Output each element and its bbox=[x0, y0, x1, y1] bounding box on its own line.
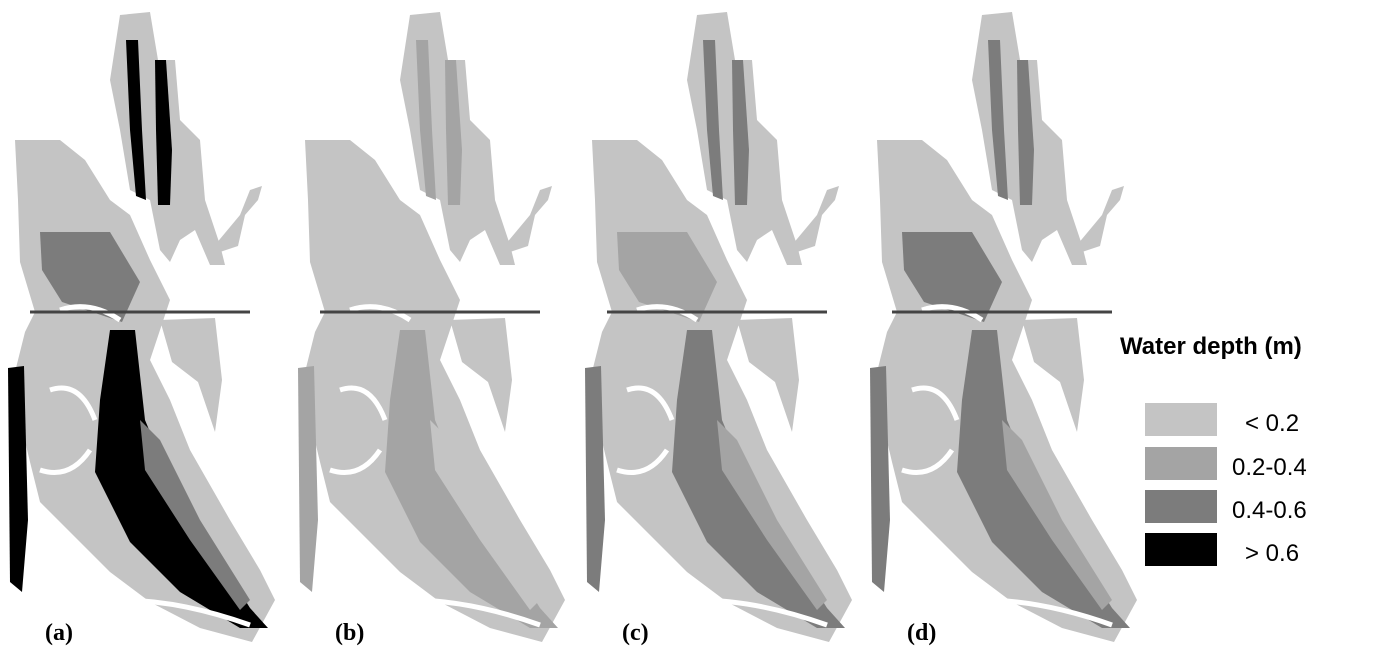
panel-label: (a) bbox=[45, 620, 73, 646]
legend-label: < 0.2 bbox=[1245, 410, 1299, 437]
legend-label: > 0.6 bbox=[1245, 540, 1299, 567]
legend-title: Water depth (m) bbox=[1120, 333, 1302, 360]
legend-label: 0.4-0.6 bbox=[1232, 497, 1307, 524]
figure: (a) (b) (c) (d) Water depth (m) < 0.2 0.2-0.… bbox=[0, 0, 1385, 660]
legend-swatch bbox=[1145, 490, 1217, 523]
panel-label: (b) bbox=[335, 620, 364, 646]
legend-swatch bbox=[1145, 403, 1217, 436]
panel-label: (c) bbox=[622, 620, 649, 646]
legend-label: 0.2-0.4 bbox=[1232, 454, 1307, 481]
legend-swatch bbox=[1145, 447, 1217, 480]
legend-swatch bbox=[1145, 533, 1217, 566]
panel-label: (d) bbox=[907, 620, 936, 646]
